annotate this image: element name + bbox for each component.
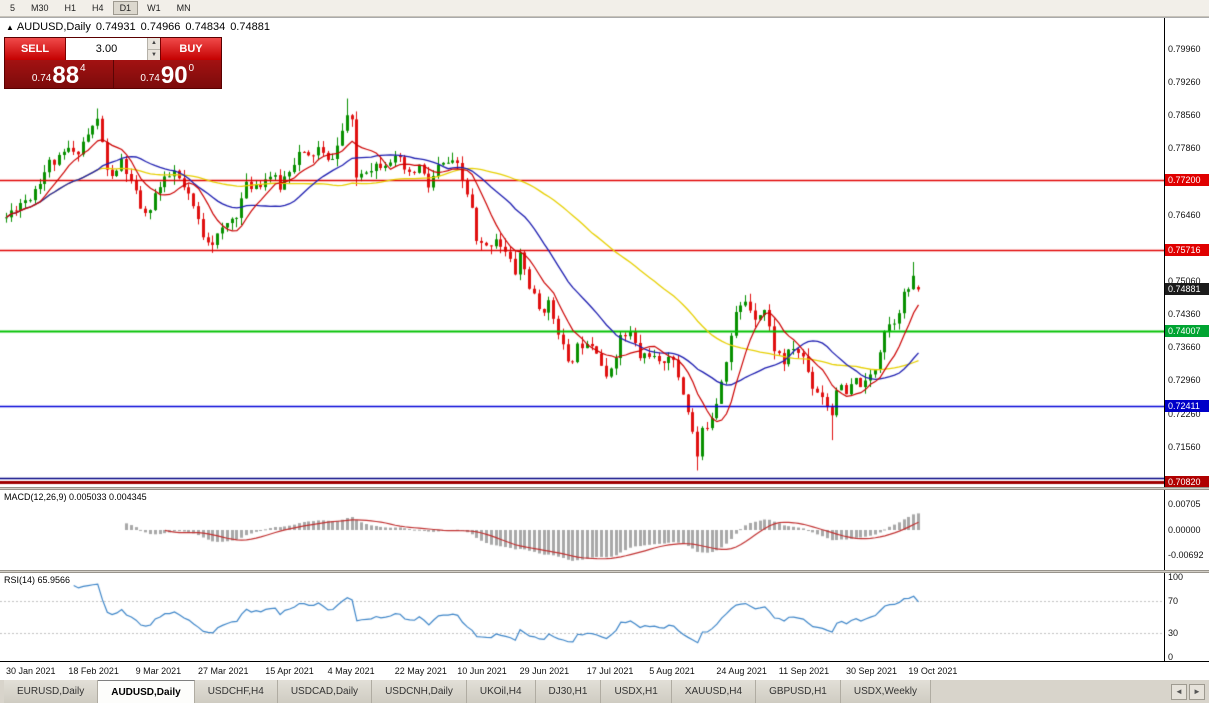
time-axis-label: 4 May 2021 (327, 666, 375, 676)
buy-price-big-digits: 90 (160, 61, 188, 89)
time-axis-label: 19 Oct 2021 (908, 666, 958, 676)
main-chart-pane: ▲ AUDUSD,Daily 0.74931 0.74966 0.74834 0.7488… (0, 17, 1209, 487)
chart-tab-usdx-h1[interactable]: USDX,H1 (601, 680, 672, 703)
macd-scale-tick: -0.00692 (1168, 550, 1204, 561)
volume-spinner: ▲ ▼ (147, 38, 160, 60)
price-scale-tick: 0.73660 (1168, 342, 1201, 353)
macd-scale-tick: 0.00000 (1168, 525, 1201, 535)
price-scale-tick: 0.71560 (1168, 441, 1201, 452)
symbol-period-label: AUDUSD,Daily (16, 21, 91, 33)
support-price-label-0-74007: 0.74007 (1165, 324, 1209, 337)
ohlc-header: ▲ AUDUSD,Daily 0.74931 0.74966 0.74834 0.7488… (6, 21, 275, 33)
support-price-label-0-70820: 0.70820 (1165, 475, 1209, 487)
chart-tab-gbpusd-h1[interactable]: GBPUSD,H1 (756, 680, 841, 703)
rsi-scale-tick: 70 (1168, 596, 1179, 606)
rsi-label: RSI(14) 65.9566 (4, 575, 71, 585)
timeframe-button-h4[interactable]: H4 (92, 3, 104, 13)
rsi-canvas[interactable] (0, 573, 1164, 661)
price-scale-tick: 0.72960 (1168, 375, 1201, 386)
buy-price-prefix: 0.74 (140, 73, 160, 84)
volume-decrease-button[interactable]: ▼ (148, 49, 160, 60)
rsi-scale-tick: 30 (1168, 628, 1179, 638)
high-value: 0.74966 (140, 21, 181, 33)
timeframe-button-d1[interactable]: D1 (112, 1, 139, 15)
tab-scroll-arrows: ◄ ► (1167, 680, 1209, 703)
support-price-label-0-72411: 0.72411 (1165, 400, 1209, 413)
rsi-scale-tick: 0 (1168, 652, 1174, 661)
time-axis[interactable]: 30 Jan 2021 18 Feb 2021 9 Mar 2021 27 Mar 2… (0, 661, 1209, 679)
chart-tab-usdchf-h4[interactable]: USDCHF,H4 (194, 680, 278, 703)
timeframe-button-m30[interactable]: M30 (31, 3, 49, 13)
sell-price-big-digits: 88 (52, 61, 80, 89)
main-chart-canvas[interactable] (0, 18, 1164, 487)
time-axis-label: 17 Jul 2021 (586, 666, 634, 676)
timeframe-button-mn[interactable]: MN (176, 3, 191, 13)
time-axis-label: 9 Mar 2021 (135, 666, 182, 676)
time-axis-label: 29 Jun 2021 (519, 666, 570, 676)
buy-price-pip-digit: 0 (188, 63, 195, 74)
chart-tab-usdcnh-daily[interactable]: USDCNH,Daily (372, 680, 467, 703)
rsi-pane: RSI(14) 65.9566 100 70 30 0 (0, 573, 1209, 661)
macd-pane: MACD(12,26,9) 0.005033 0.004345 0.00705 0… (0, 490, 1209, 570)
tabs-scroll-right-button[interactable]: ► (1189, 683, 1205, 700)
sell-price-prefix: 0.74 (31, 73, 52, 84)
chart-tab-eurusd-daily[interactable]: EURUSD,Daily (4, 680, 99, 703)
resistance-price-label-0-77200: 0.77200 (1165, 173, 1209, 186)
chart-tab-ukoil-h4[interactable]: UKOil,H4 (466, 680, 536, 703)
time-axis-label: 5 Aug 2021 (649, 666, 695, 676)
chart-tab-bar: EURUSD,Daily AUDUSD,Daily USDCHF,H4 USDCAD,… (0, 679, 1209, 703)
chart-tab-dj30-h1[interactable]: DJ30,H1 (535, 680, 602, 703)
timeframe-button-w1[interactable]: W1 (147, 3, 161, 13)
price-scale-tick: 0.79260 (1168, 76, 1201, 87)
macd-canvas[interactable] (0, 490, 1164, 570)
time-axis-label: 27 Mar 2021 (198, 666, 249, 676)
volume-input[interactable] (66, 38, 147, 60)
timeframe-button-5[interactable]: 5 (10, 3, 16, 13)
sell-button[interactable]: SELL (5, 38, 66, 60)
macd-label: MACD(12,26,9) 0.005033 0.004345 (4, 492, 147, 502)
macd-scale-tick: 0.00705 (1168, 499, 1201, 510)
time-axis-label: 18 Feb 2021 (68, 666, 119, 676)
current-price-label: 0.74881 (1165, 283, 1209, 296)
resistance-price-label-0-75716: 0.75716 (1165, 243, 1209, 256)
price-scale-tick: 0.76460 (1168, 209, 1201, 220)
pane-divider-macd[interactable] (0, 487, 1209, 490)
price-scale-tick: 0.72260 (1168, 408, 1201, 419)
macd-scale[interactable]: 0.00705 0.00000 -0.00692 (1164, 490, 1209, 570)
sell-price-pip-digit: 4 (80, 63, 86, 74)
sell-price-display[interactable]: 0.74 88 4 (5, 60, 114, 88)
timeframe-button-h1[interactable]: H1 (64, 3, 77, 13)
low-value: 0.74834 (185, 21, 226, 33)
open-value: 0.74931 (95, 21, 136, 33)
trade-panel-toggle-icon[interactable]: ▲ (6, 23, 14, 32)
volume-control: ▲ ▼ (66, 38, 160, 60)
buy-price-display[interactable]: 0.74 90 0 (113, 60, 221, 89)
time-axis-label: 15 Apr 2021 (265, 666, 314, 676)
time-axis-label: 10 Jun 2021 (457, 666, 507, 676)
buy-button[interactable]: BUY (160, 38, 221, 60)
time-axis-label: 30 Jan 2021 (6, 666, 56, 676)
price-scale-tick: 0.77860 (1168, 143, 1201, 154)
volume-increase-button[interactable]: ▲ (148, 38, 160, 50)
timeframe-toolbar: 5 M30 H1 H4 D1 W1 MN (0, 0, 1209, 17)
time-axis-label: 22 May 2021 (394, 666, 447, 676)
pane-divider-rsi[interactable] (0, 570, 1209, 573)
price-scale-tick: 0.74360 (1168, 309, 1201, 320)
chart-tab-audusd-daily[interactable]: AUDUSD,Daily (98, 680, 195, 703)
time-axis-label: 30 Sep 2021 (846, 666, 898, 676)
chart-tab-usdcad-daily[interactable]: USDCAD,Daily (277, 680, 373, 703)
rsi-scale-tick: 100 (1168, 573, 1184, 582)
chart-tab-usdx-weekly[interactable]: USDX,Weekly (840, 680, 932, 703)
price-scale-tick: 0.79960 (1168, 43, 1201, 54)
time-axis-label: 24 Aug 2021 (716, 666, 767, 676)
close-value: 0.74881 (230, 21, 270, 33)
chart-tab-xauusd-h4[interactable]: XAUUSD,H4 (671, 680, 757, 703)
tabs-scroll-left-button[interactable]: ◄ (1171, 683, 1187, 700)
price-scale-tick: 0.75060 (1168, 275, 1201, 286)
rsi-scale[interactable]: 100 70 30 0 (1164, 573, 1209, 661)
main-price-scale[interactable]: 0.799600.792600.785600.778600.771600.764… (1164, 18, 1209, 487)
price-scale-tick: 0.78560 (1168, 110, 1201, 121)
time-axis-label: 11 Sep 2021 (778, 666, 830, 676)
